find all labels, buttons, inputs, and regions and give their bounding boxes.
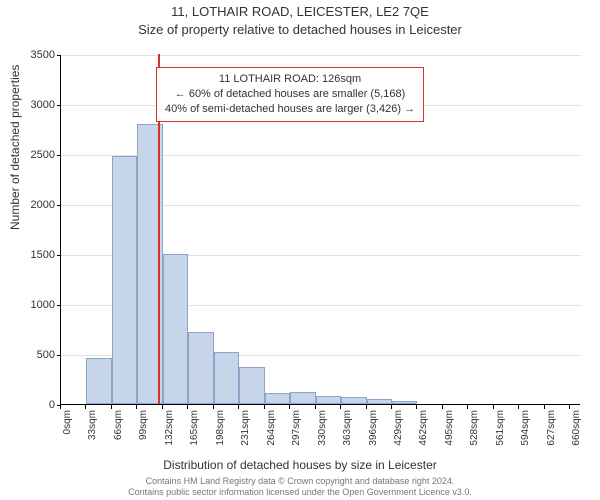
ytick-label: 1000	[5, 299, 55, 311]
ytick-mark	[57, 55, 61, 56]
x-axis-label: Distribution of detached houses by size …	[0, 458, 600, 472]
histogram-bar	[214, 352, 239, 404]
xtick-label: 462sqm	[418, 410, 429, 460]
xtick-label: 528sqm	[469, 410, 480, 460]
annotation-line-2: ← 60% of detached houses are smaller (5,…	[165, 87, 415, 102]
ytick-label: 2500	[5, 149, 55, 161]
xtick-mark	[391, 405, 392, 409]
ytick-mark	[57, 355, 61, 356]
xtick-mark	[289, 405, 290, 409]
histogram-bar	[86, 358, 111, 404]
xtick-mark	[60, 405, 61, 409]
ytick-mark	[57, 205, 61, 206]
xtick-label: 594sqm	[520, 410, 531, 460]
xtick-mark	[315, 405, 316, 409]
xtick-label: 0sqm	[62, 410, 73, 460]
xtick-mark	[493, 405, 494, 409]
histogram-bar	[239, 367, 264, 404]
xtick-label: 363sqm	[342, 410, 353, 460]
chart-plot-area: 11 LOTHAIR ROAD: 126sqm← 60% of detached…	[60, 55, 580, 405]
ytick-label: 3000	[5, 99, 55, 111]
histogram-bar	[188, 332, 213, 404]
xtick-mark	[518, 405, 519, 409]
xtick-label: 66sqm	[113, 410, 124, 460]
xtick-label: 495sqm	[444, 410, 455, 460]
xtick-mark	[213, 405, 214, 409]
histogram-bar	[112, 156, 137, 404]
histogram-bar	[316, 396, 341, 405]
xtick-mark	[187, 405, 188, 409]
ytick-label: 2000	[5, 199, 55, 211]
ytick-mark	[57, 255, 61, 256]
xtick-label: 165sqm	[189, 410, 200, 460]
annotation-box: 11 LOTHAIR ROAD: 126sqm← 60% of detached…	[156, 67, 424, 122]
histogram-bar	[265, 393, 290, 404]
xtick-mark	[442, 405, 443, 409]
footer-line-2: Contains public sector information licen…	[0, 487, 600, 498]
chart-container: 11, LOTHAIR ROAD, LEICESTER, LE2 7QE Siz…	[0, 0, 600, 500]
xtick-label: 330sqm	[317, 410, 328, 460]
ytick-label: 500	[5, 349, 55, 361]
xtick-label: 396sqm	[368, 410, 379, 460]
ytick-mark	[57, 305, 61, 306]
xtick-mark	[340, 405, 341, 409]
histogram-bar	[367, 399, 392, 404]
xtick-label: 264sqm	[266, 410, 277, 460]
xtick-label: 627sqm	[546, 410, 557, 460]
xtick-label: 198sqm	[215, 410, 226, 460]
footer-line-1: Contains HM Land Registry data © Crown c…	[0, 476, 600, 487]
xtick-mark	[264, 405, 265, 409]
xtick-label: 561sqm	[495, 410, 506, 460]
xtick-mark	[544, 405, 545, 409]
xtick-label: 33sqm	[87, 410, 98, 460]
ytick-label: 3500	[5, 49, 55, 61]
xtick-mark	[85, 405, 86, 409]
subtitle: Size of property relative to detached ho…	[0, 22, 600, 37]
histogram-bar	[341, 397, 366, 404]
page-title: 11, LOTHAIR ROAD, LEICESTER, LE2 7QE	[0, 4, 600, 19]
xtick-mark	[416, 405, 417, 409]
xtick-mark	[162, 405, 163, 409]
xtick-mark	[136, 405, 137, 409]
footer-attribution: Contains HM Land Registry data © Crown c…	[0, 476, 600, 499]
ytick-label: 0	[5, 399, 55, 411]
xtick-mark	[238, 405, 239, 409]
histogram-bar	[163, 254, 188, 404]
annotation-line-3: 40% of semi-detached houses are larger (…	[165, 102, 415, 117]
gridline	[61, 55, 581, 56]
histogram-bar	[392, 401, 417, 404]
xtick-mark	[467, 405, 468, 409]
xtick-label: 297sqm	[291, 410, 302, 460]
ytick-label: 1500	[5, 249, 55, 261]
ytick-mark	[57, 105, 61, 106]
xtick-label: 429sqm	[393, 410, 404, 460]
ytick-mark	[57, 155, 61, 156]
xtick-mark	[569, 405, 570, 409]
xtick-mark	[366, 405, 367, 409]
xtick-label: 660sqm	[571, 410, 582, 460]
xtick-mark	[111, 405, 112, 409]
xtick-label: 231sqm	[240, 410, 251, 460]
xtick-label: 132sqm	[164, 410, 175, 460]
xtick-label: 99sqm	[138, 410, 149, 460]
histogram-bar	[290, 392, 315, 405]
annotation-line-1: 11 LOTHAIR ROAD: 126sqm	[165, 72, 415, 87]
